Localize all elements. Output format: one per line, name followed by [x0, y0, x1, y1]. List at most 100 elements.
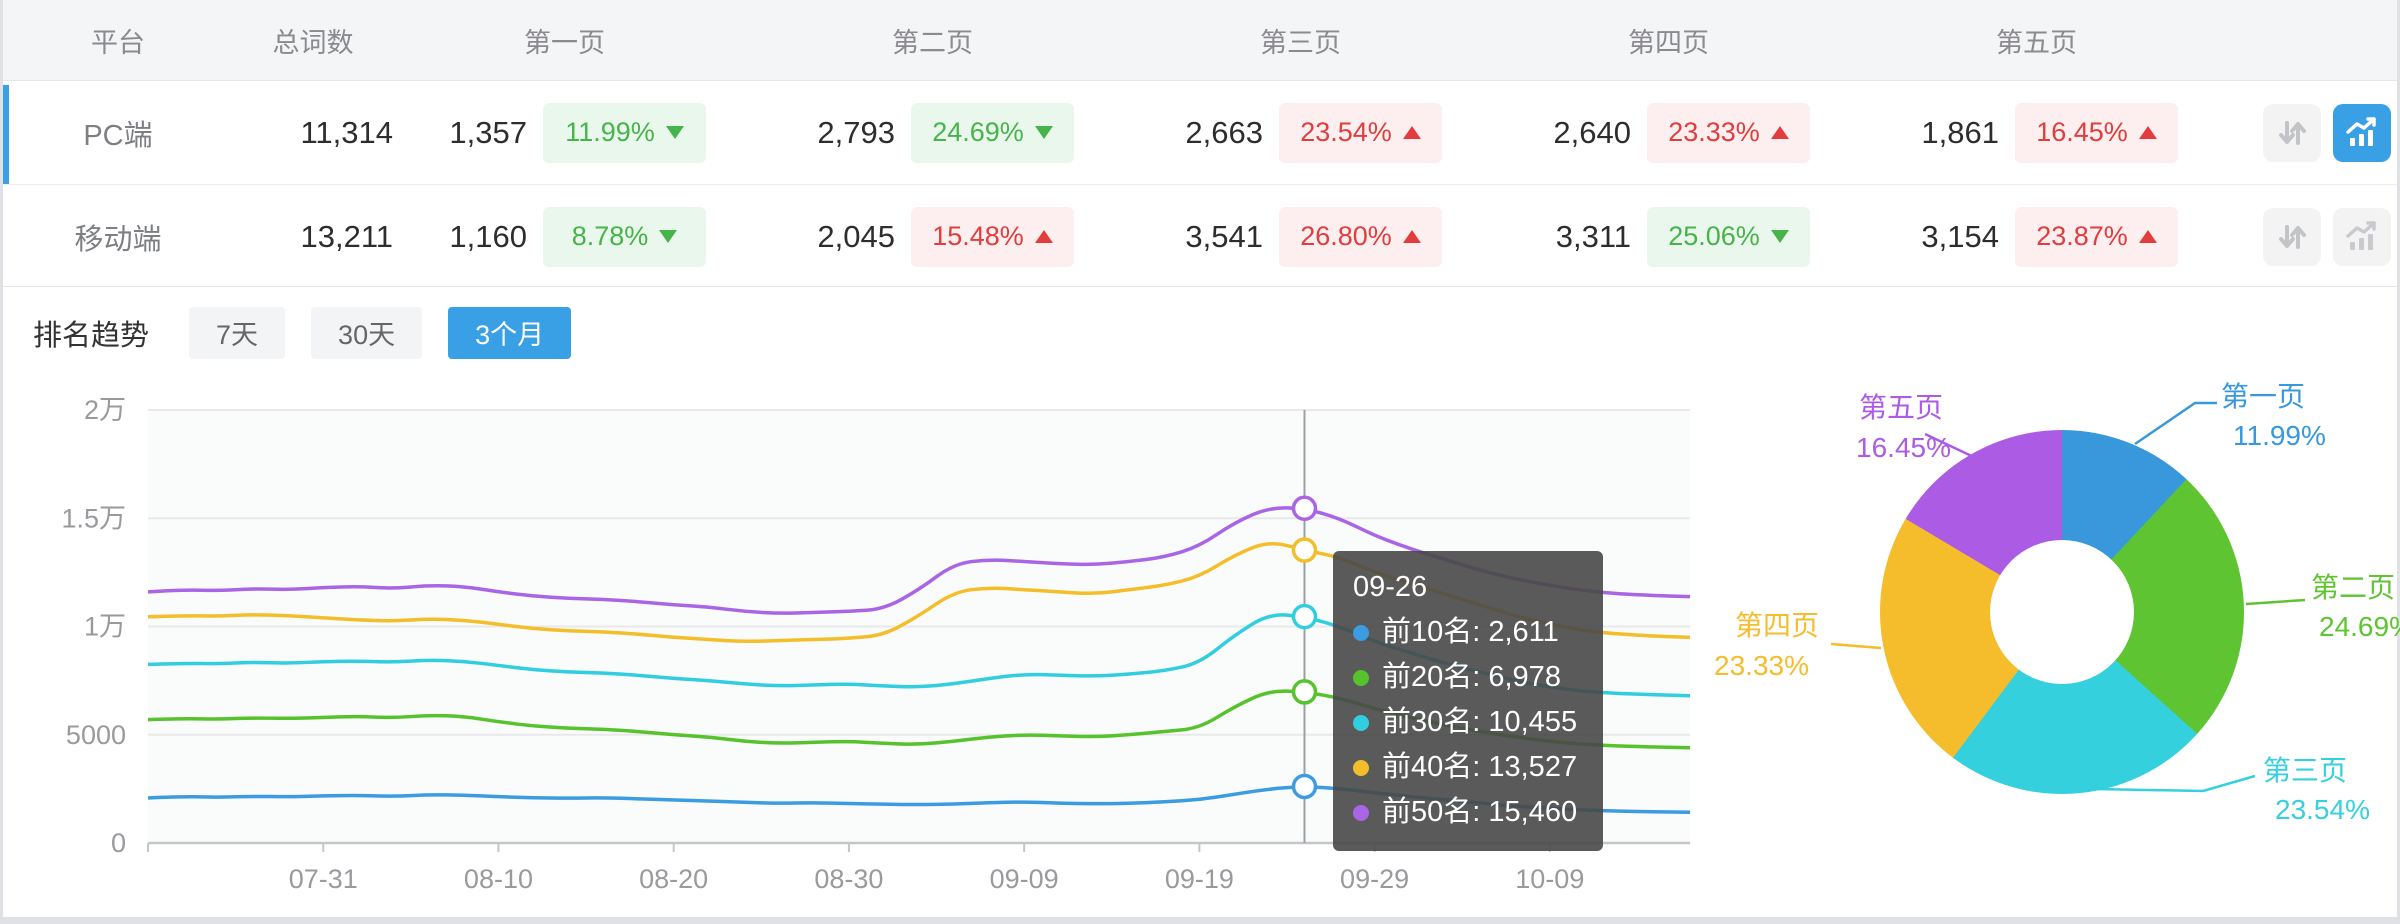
y-axis-tick-label: 5000 — [66, 720, 126, 750]
platform-row-PC端[interactable]: PC端 11,314 1,357 11.99% 2,793 24.69% 2,663 23.5… — [3, 81, 2397, 185]
tab-period-7天[interactable]: 7天 — [189, 306, 286, 359]
sort-button[interactable] — [2263, 103, 2321, 162]
platform-label: PC端 — [83, 119, 153, 152]
change-percent-badge: 24.69% — [911, 102, 1074, 163]
change-percent-value: 16.45% — [2036, 117, 2128, 147]
page-count-value: 2,045 — [817, 218, 895, 254]
rank-table: 平台 总词数 第一页 第二页 第三页 第四页 第五页 PC端 11,314 1,357 11.99… — [3, 0, 2397, 289]
trend-chart-icon — [2346, 116, 2376, 146]
page-count-value: 3,541 — [1185, 218, 1263, 254]
change-percent-value: 26.80% — [1300, 221, 1392, 251]
pie-slice-percent: 23.54% — [2275, 794, 2370, 825]
platform-row-移动端[interactable]: 移动端 13,211 1,160 8.78% 2,045 15.48% 3,541 26.80… — [3, 185, 2397, 289]
change-percent-badge: 26.80% — [1279, 206, 1442, 267]
column-header: 总词数 — [272, 27, 354, 58]
change-percent-badge: 25.06% — [1647, 206, 1810, 267]
tab-period-3个月[interactable]: 3个月 — [448, 306, 572, 359]
page-count-value: 2,663 — [1185, 114, 1263, 150]
tab-period-30天[interactable]: 30天 — [311, 306, 423, 359]
x-axis-tick-label: 09-29 — [1340, 864, 1409, 894]
page-count-value: 2,640 — [1553, 114, 1631, 150]
period-tabs: 7天 30天 3个月 — [189, 306, 572, 359]
change-percent-value: 24.69% — [932, 117, 1024, 147]
table-header-row: 平台 总词数 第一页 第二页 第三页 第四页 第五页 — [3, 0, 2397, 81]
page-count-cell: 2,640 23.33% — [1527, 102, 1895, 163]
sort-arrows-icon — [2279, 120, 2306, 145]
pie-slice-percent: 24.69% — [2319, 611, 2400, 642]
chart-tooltip: 09-26 前10名: 2,611 前20名: 6,978 前30名: 10,455 前… — [1333, 551, 1604, 851]
crosshair-marker-前30名 — [1291, 603, 1318, 630]
total-keywords-value: 11,314 — [300, 114, 393, 150]
page-count-value: 2,793 — [817, 114, 895, 150]
tooltip-date: 09-26 — [1353, 571, 1428, 603]
page-count-cell: 2,793 24.69% — [791, 102, 1159, 163]
seo-rank-dashboard: 平台 总词数 第一页 第二页 第三页 第四页 第五页 PC端 11,314 1,357 11.99… — [3, 0, 2400, 917]
arrow-down-icon — [1770, 230, 1789, 243]
tooltip-item: 前20名: 6,978 — [1353, 655, 1577, 700]
page-count-cell: 2,045 15.48% — [791, 206, 1159, 267]
trend-chart-icon — [2346, 220, 2376, 250]
crosshair-marker-前10名 — [1291, 773, 1318, 800]
page-count-value: 3,154 — [1921, 218, 1999, 254]
tooltip-item-text: 前30名: 10,455 — [1382, 706, 1578, 738]
pie-slice-label: 第二页 — [2311, 572, 2396, 603]
table-body: PC端 11,314 1,357 11.99% 2,793 24.69% 2,663 23.5… — [3, 81, 2397, 289]
leader-line-第一页 — [2134, 401, 2217, 446]
column-header: 第五页 — [1996, 27, 2077, 58]
series-dot-icon — [1353, 804, 1369, 821]
arrow-down-icon — [659, 230, 678, 243]
show-trend-button[interactable] — [2333, 207, 2391, 266]
tooltip-item: 前10名: 2,611 — [1353, 610, 1577, 655]
arrow-up-icon — [1770, 126, 1789, 139]
arrow-up-icon — [1402, 126, 1421, 139]
pie-slice-label: 第一页 — [2221, 381, 2306, 412]
x-axis-tick-label: 07-31 — [289, 864, 358, 894]
x-axis-tick-label: 08-30 — [814, 864, 883, 894]
change-percent-value: 23.54% — [1300, 117, 1392, 147]
arrow-down-icon — [665, 126, 684, 139]
arrow-up-icon — [1402, 230, 1421, 243]
leader-line-第四页 — [1830, 642, 1882, 650]
series-dot-icon — [1353, 759, 1369, 776]
page-share-donut-chart — [1880, 430, 2244, 794]
series-dot-icon — [1353, 624, 1369, 641]
page-count-cell: 1,357 11.99% — [423, 102, 791, 163]
change-percent-badge: 11.99% — [543, 102, 706, 163]
page-count-cell: 3,154 23.87% — [1895, 206, 2263, 267]
series-dot-icon — [1353, 669, 1369, 686]
page-count-value: 3,311 — [1555, 218, 1631, 254]
y-axis-tick-label: 1.5万 — [61, 503, 126, 533]
x-axis-tick-label: 09-09 — [990, 864, 1059, 894]
change-percent-value: 8.78% — [571, 221, 649, 251]
sort-button[interactable] — [2263, 207, 2321, 266]
sort-arrows-icon — [2279, 224, 2306, 249]
arrow-down-icon — [1034, 126, 1053, 139]
tooltip-item-text: 前20名: 6,978 — [1382, 661, 1561, 693]
column-header: 第二页 — [892, 27, 973, 58]
page-count-cell: 1,861 16.45% — [1895, 102, 2263, 163]
change-percent-badge: 23.54% — [1279, 102, 1442, 163]
crosshair-marker-前40名 — [1291, 537, 1318, 563]
change-percent-badge: 23.87% — [2015, 206, 2178, 267]
tooltip-item: 前30名: 10,455 — [1353, 700, 1577, 745]
page-count-cell: 1,160 8.78% — [423, 206, 791, 267]
series-dot-icon — [1353, 714, 1369, 731]
change-percent-badge: 23.33% — [1647, 102, 1810, 163]
change-percent-value: 11.99% — [565, 117, 655, 147]
platform-label: 移动端 — [74, 223, 162, 256]
leader-line-第二页 — [2245, 598, 2306, 606]
change-percent-badge: 8.78% — [543, 206, 706, 267]
page-count-cell: 2,663 23.54% — [1159, 102, 1527, 163]
arrow-up-icon — [2138, 230, 2157, 243]
tooltip-item: 前50名: 15,460 — [1353, 790, 1577, 835]
show-trend-button[interactable] — [2333, 103, 2391, 162]
pie-slice-label: 第三页 — [2263, 755, 2348, 786]
page-count-value: 1,861 — [1921, 114, 1999, 150]
x-axis-tick-label: 08-20 — [639, 864, 708, 894]
tooltip-item: 前40名: 13,527 — [1353, 745, 1577, 790]
change-percent-badge: 15.48% — [911, 206, 1074, 267]
pie-slice-percent: 16.45% — [1856, 432, 1951, 463]
total-keywords-value: 13,211 — [300, 218, 393, 254]
crosshair-marker-前50名 — [1291, 495, 1318, 522]
row-actions — [2263, 207, 2400, 266]
